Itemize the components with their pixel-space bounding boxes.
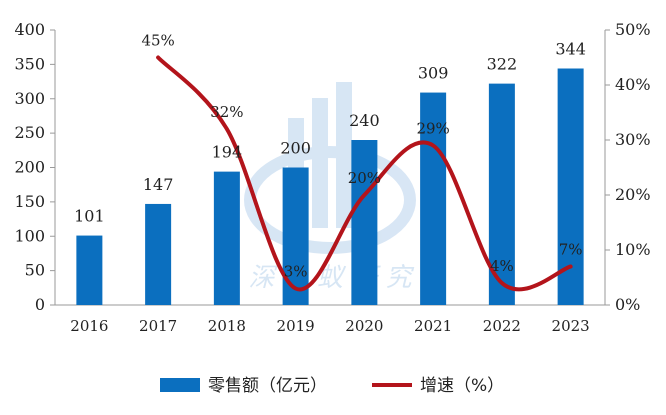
bar <box>351 140 378 305</box>
x-tick-label: 2022 <box>483 317 521 335</box>
growth-line <box>156 55 573 292</box>
left-tick-label: 0 <box>35 295 45 314</box>
growth-value-label: 7% <box>559 241 583 259</box>
right-tick-label: 0% <box>615 295 640 314</box>
growth-value-label: 29% <box>416 120 449 138</box>
left-tick-label: 50 <box>25 261 45 280</box>
right-tick-label: 20% <box>615 185 651 204</box>
x-tick-label: 2016 <box>70 317 108 335</box>
growth-value-label: 20% <box>348 169 381 187</box>
bars <box>76 68 584 305</box>
legend-label-bar: 零售额（亿元） <box>208 376 327 396</box>
legend-swatch-bar <box>160 378 200 392</box>
right-tick-label: 30% <box>615 130 651 149</box>
axes: 0 50 100 150 200 250 300 350 400 0% 10% 20% 30% 40% 50… <box>14 20 650 335</box>
watermark-text: 深 蚁 研 究 <box>248 263 414 293</box>
growth-value-label: 32% <box>210 103 243 121</box>
growth-value-label: 4% <box>490 257 514 275</box>
legend: 零售额（亿元） 增速（%） <box>160 376 504 396</box>
bar <box>145 203 172 305</box>
bar-value-label: 194 <box>212 143 243 162</box>
bar-value-label: 322 <box>487 55 518 74</box>
growth-value-label: 3% <box>284 263 308 281</box>
bar <box>282 167 309 305</box>
bar-value-label: 344 <box>555 40 586 59</box>
bar-value-label: 101 <box>74 207 105 226</box>
data-labels: 101 147 194 200 240 309 322 344 45% 32% 3% 20% 29% 4%… <box>74 32 586 281</box>
left-tick-label: 300 <box>14 89 45 108</box>
watermark: 深 蚁 研 究 <box>244 82 416 293</box>
right-tick-label: 40% <box>615 75 651 94</box>
growth-value-label: 45% <box>141 32 174 50</box>
bar <box>76 235 103 305</box>
bar-value-label: 240 <box>349 111 380 130</box>
bar <box>213 171 240 305</box>
watermark-bar <box>312 98 328 228</box>
left-tick-label: 400 <box>14 20 45 39</box>
left-tick-label: 150 <box>14 192 45 211</box>
x-tick-label: 2020 <box>345 317 383 335</box>
watermark-ring <box>244 146 416 254</box>
x-tick-label: 2023 <box>552 317 590 335</box>
left-tick-label: 250 <box>14 123 45 142</box>
right-tick-label: 50% <box>615 20 651 39</box>
x-tick-label: 2018 <box>208 317 246 335</box>
left-tick-label: 350 <box>14 54 45 73</box>
x-tick-label: 2019 <box>277 317 315 335</box>
x-tick-label: 2017 <box>139 317 177 335</box>
bar-value-label: 200 <box>280 139 311 158</box>
left-tick-label: 200 <box>14 158 45 177</box>
left-tick-label: 100 <box>14 226 45 245</box>
bar <box>420 92 447 305</box>
growth-line-path <box>156 55 573 292</box>
bar-value-label: 309 <box>418 64 449 83</box>
right-tick-label: 10% <box>615 240 651 259</box>
bar-value-label: 147 <box>143 175 174 194</box>
x-tick-label: 2021 <box>414 317 452 335</box>
watermark-bar <box>336 82 352 228</box>
legend-label-line: 增速（%） <box>420 376 504 396</box>
